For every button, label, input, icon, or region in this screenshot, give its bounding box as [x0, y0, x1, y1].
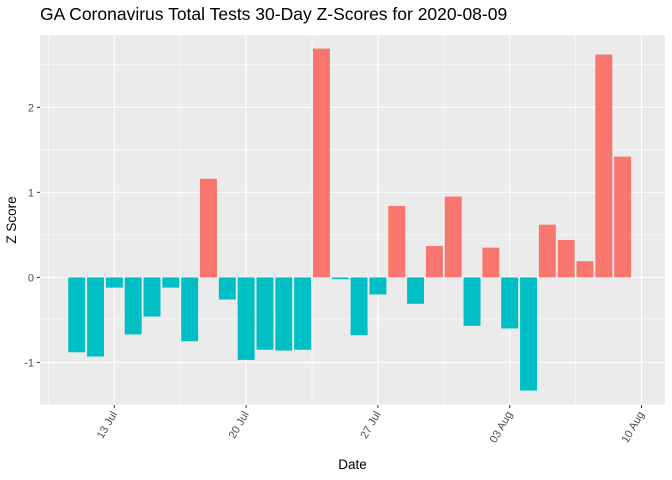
x-tick-label: 27 Jul	[358, 410, 383, 441]
bar	[576, 261, 594, 278]
bar	[425, 245, 443, 278]
x-axis: 13 Jul 20 Jul 27 Jul 03 Aug 10 Aug	[95, 405, 647, 445]
bars	[68, 48, 632, 391]
y-tick-label: 1	[28, 187, 34, 199]
bar	[520, 277, 537, 391]
bar	[501, 277, 519, 329]
bar	[444, 196, 462, 278]
bar	[407, 277, 425, 304]
bar	[614, 156, 632, 278]
bar	[162, 277, 180, 288]
y-tick-label: -1	[24, 357, 34, 369]
bar	[124, 277, 142, 335]
bar	[369, 277, 387, 295]
x-tick-label: 13 Jul	[95, 410, 120, 441]
y-axis: -1 0 1 2	[24, 102, 40, 369]
chart-title: GA Coronavirus Total Tests 30-Day Z-Scor…	[40, 4, 508, 24]
x-tick-label: 03 Aug	[488, 410, 516, 446]
y-tick-label: 0	[28, 272, 34, 284]
bar	[218, 277, 236, 300]
bar	[143, 277, 161, 317]
bar	[68, 277, 86, 353]
bar	[463, 277, 481, 326]
bar	[294, 277, 312, 350]
bar	[557, 239, 575, 278]
bar	[105, 277, 123, 288]
bar	[388, 205, 406, 278]
bar	[181, 277, 199, 342]
bar	[538, 224, 556, 278]
x-axis-title: Date	[338, 457, 367, 472]
bar	[256, 277, 274, 350]
x-tick-label: 10 Aug	[620, 410, 648, 446]
bar	[595, 54, 613, 278]
plot-panel	[40, 35, 665, 405]
bar	[200, 178, 217, 278]
bar	[237, 277, 255, 360]
x-tick-label: 20 Jul	[227, 410, 252, 441]
bar	[482, 247, 500, 278]
bar	[331, 277, 349, 280]
bar	[350, 277, 368, 336]
bar	[312, 48, 330, 278]
y-tick-label: 2	[28, 102, 34, 114]
bar	[275, 277, 293, 351]
y-axis-title: Z Score	[4, 196, 19, 243]
bar	[87, 277, 105, 357]
